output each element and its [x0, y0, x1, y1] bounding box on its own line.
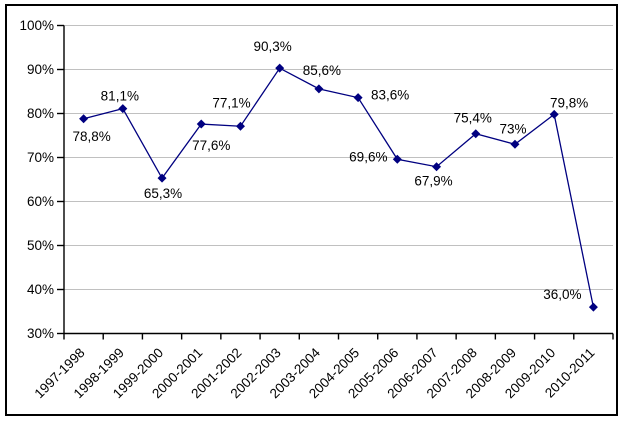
data-point-label: 36,0% [543, 287, 581, 302]
data-point-label: 77,1% [212, 95, 250, 110]
data-point-marker [235, 121, 245, 131]
y-axis-tick-label: 30% [27, 326, 54, 341]
y-axis-tick-label: 40% [27, 282, 54, 297]
y-axis-tick-label: 50% [27, 238, 54, 253]
y-axis-tick-label: 70% [27, 150, 54, 165]
y-axis-tick-label: 80% [27, 106, 54, 121]
data-point-marker [196, 119, 206, 129]
data-point-marker [549, 109, 559, 119]
data-point-marker [471, 129, 481, 139]
data-point-marker [79, 114, 89, 124]
data-point-marker [118, 104, 128, 114]
data-point-marker [353, 93, 363, 103]
data-point-label: 65,3% [144, 186, 182, 201]
data-point-label: 81,1% [101, 89, 139, 104]
data-point-label: 77,6% [192, 138, 230, 153]
y-axis-tick-label: 60% [27, 194, 54, 209]
data-point-marker [510, 139, 520, 149]
y-axis-tick-label: 90% [27, 62, 54, 77]
data-point-marker [314, 84, 324, 94]
data-point-label: 79,8% [550, 95, 588, 110]
data-point-label: 83,6% [371, 88, 409, 103]
data-point-label: 75,4% [454, 111, 492, 126]
data-point-label: 69,6% [349, 149, 387, 164]
data-point-marker [588, 302, 598, 312]
data-point-label: 90,3% [254, 39, 292, 54]
data-point-label: 67,9% [414, 174, 452, 189]
data-point-label: 85,6% [303, 63, 341, 78]
data-point-marker [432, 162, 442, 172]
chart-border-frame [5, 4, 618, 416]
y-axis-tick-label: 100% [19, 18, 54, 33]
data-point-marker [157, 173, 167, 183]
line-series [83, 67, 595, 308]
data-point-marker [275, 63, 285, 73]
data-point-label: 78,8% [72, 129, 110, 144]
data-point-marker [392, 154, 402, 164]
data-point-label: 73% [499, 121, 526, 136]
